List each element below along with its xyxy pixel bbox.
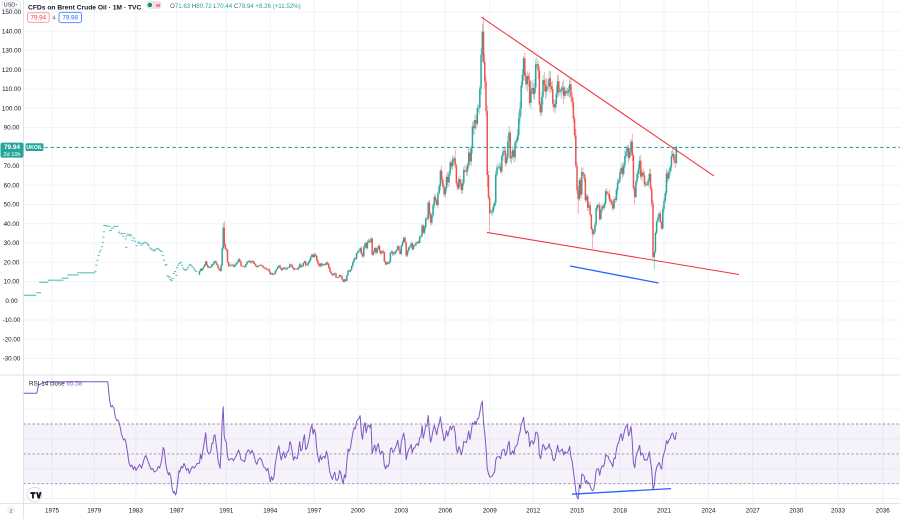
svg-text:z: z <box>10 508 13 514</box>
svg-text:2015: 2015 <box>570 508 585 515</box>
svg-text:2012: 2012 <box>526 508 541 515</box>
svg-text:M: M <box>156 3 160 9</box>
svg-text:2027: 2027 <box>746 508 761 515</box>
svg-text:2006: 2006 <box>438 508 453 515</box>
svg-text:130.00: 130.00 <box>2 48 22 55</box>
svg-text:79.98: 79.98 <box>62 15 78 22</box>
svg-text:1983: 1983 <box>129 508 144 515</box>
svg-text:4: 4 <box>52 16 55 22</box>
svg-text:50.00: 50.00 <box>4 202 20 209</box>
svg-text:2024: 2024 <box>701 508 716 515</box>
svg-text:0.00: 0.00 <box>5 298 18 305</box>
svg-text:2003: 2003 <box>394 508 409 515</box>
svg-text:RSI 14 close 65.58: RSI 14 close 65.58 <box>29 380 83 387</box>
svg-text:2033: 2033 <box>831 508 846 515</box>
svg-text:1975: 1975 <box>45 508 60 515</box>
svg-text:-20.00: -20.00 <box>3 336 21 343</box>
svg-text:20.00: 20.00 <box>4 259 20 266</box>
svg-text:2021: 2021 <box>657 508 672 515</box>
svg-text:2d 10h: 2d 10h <box>3 152 20 158</box>
svg-text:10.00: 10.00 <box>4 279 20 286</box>
svg-text:1997: 1997 <box>307 508 322 515</box>
svg-text:1994: 1994 <box>263 508 278 515</box>
svg-text:79.94: 79.94 <box>31 15 47 22</box>
svg-text:2036: 2036 <box>876 508 891 515</box>
svg-text:79.94: 79.94 <box>4 144 20 151</box>
svg-text:40.00: 40.00 <box>4 221 20 228</box>
svg-text:100.00: 100.00 <box>2 106 22 113</box>
svg-text:UKOIL: UKOIL <box>26 145 43 151</box>
svg-text:USD: USD <box>4 3 15 9</box>
svg-text:90.00: 90.00 <box>4 125 20 132</box>
svg-text:O71.63 H80.72 L70.44 C79.94 +8: O71.63 H80.72 L70.44 C79.94 +8.26 (+11.5… <box>170 3 301 10</box>
svg-text:-30.00: -30.00 <box>3 356 21 363</box>
svg-text:1987: 1987 <box>170 508 185 515</box>
svg-text:150.00: 150.00 <box>2 9 22 16</box>
svg-text:30.00: 30.00 <box>4 240 20 247</box>
svg-text:110.00: 110.00 <box>2 86 21 93</box>
svg-text:2000: 2000 <box>351 508 366 515</box>
svg-text:2030: 2030 <box>789 508 804 515</box>
svg-text:1979: 1979 <box>87 508 102 515</box>
svg-text:2009: 2009 <box>483 508 498 515</box>
svg-text:1991: 1991 <box>219 508 234 515</box>
svg-text:-10.00: -10.00 <box>3 317 21 324</box>
svg-text:70.00: 70.00 <box>4 163 20 170</box>
svg-text:140.00: 140.00 <box>2 29 22 36</box>
svg-text:60.00: 60.00 <box>4 182 20 189</box>
svg-text:120.00: 120.00 <box>2 67 22 74</box>
svg-text:2018: 2018 <box>613 508 628 515</box>
svg-text:CFDs on Brent Crude Oil · 1M ·: CFDs on Brent Crude Oil · 1M · TVC <box>28 4 141 11</box>
